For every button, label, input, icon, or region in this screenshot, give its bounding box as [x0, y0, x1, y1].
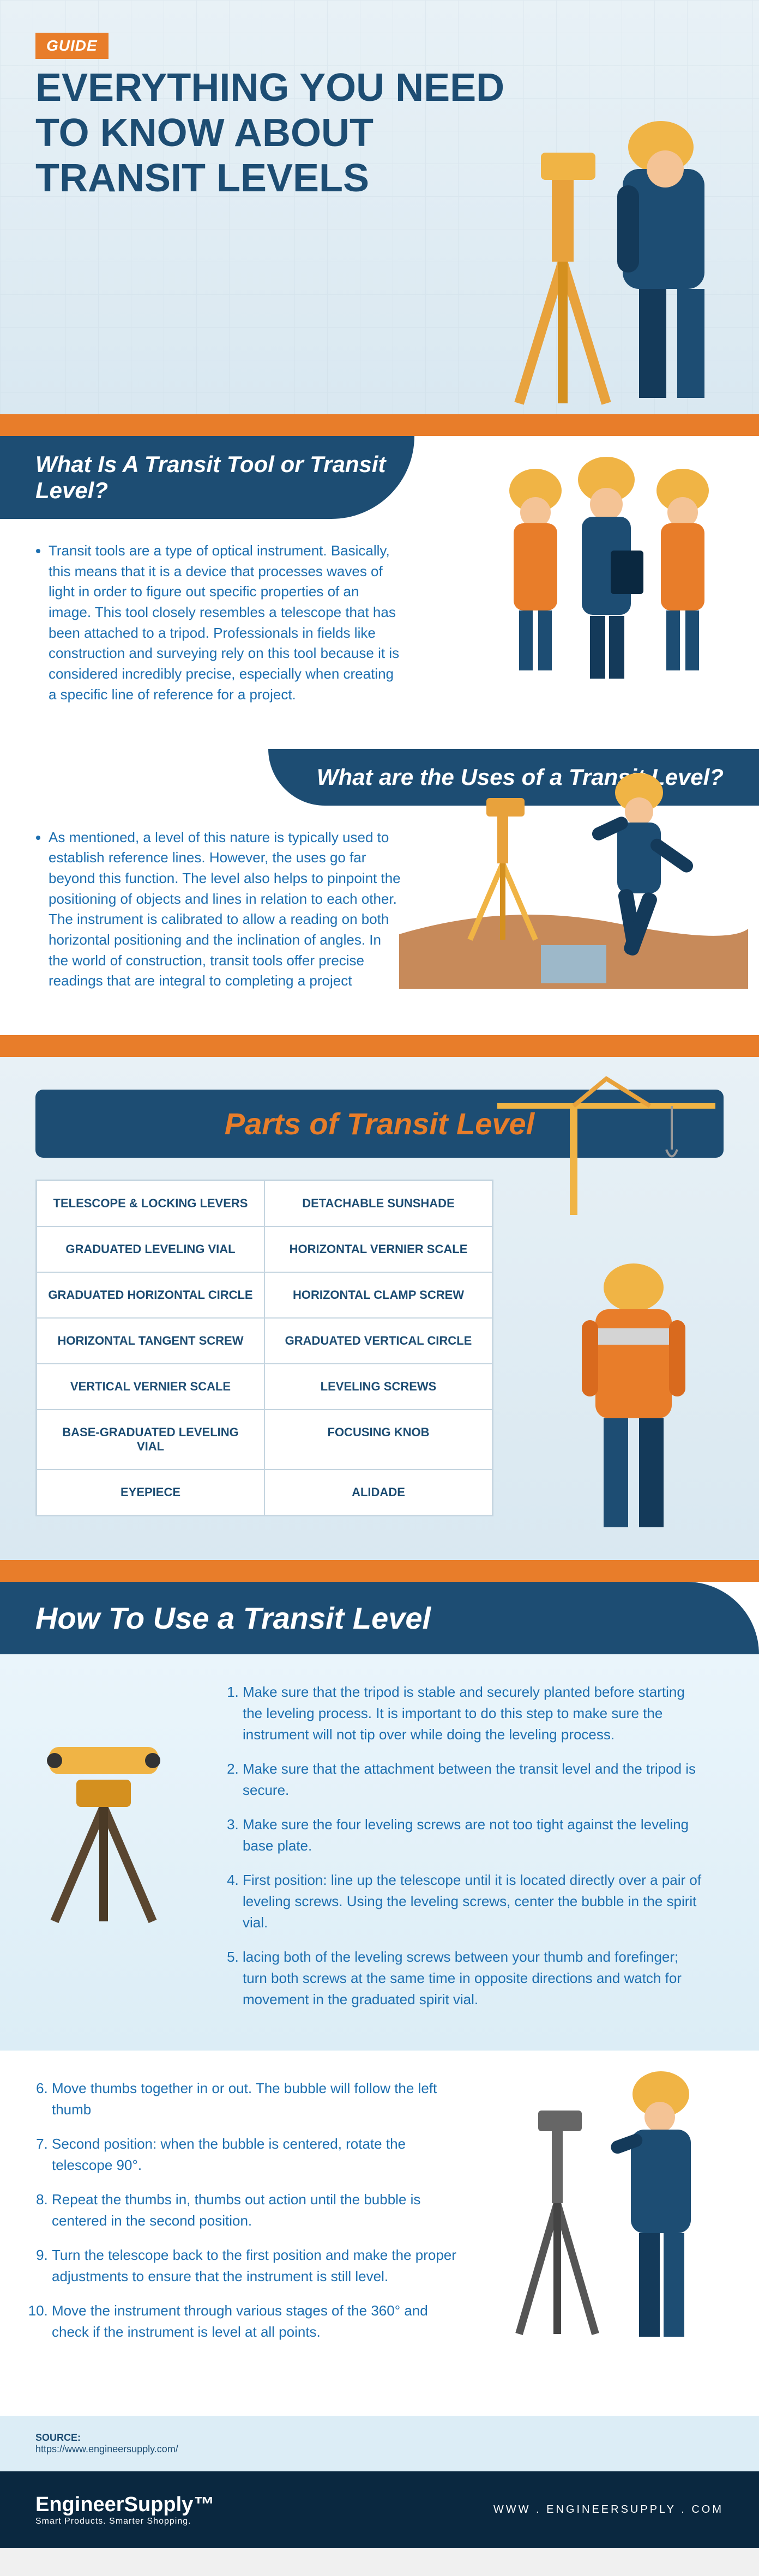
- survey-scene-illustration: [399, 760, 748, 989]
- part-cell: LEVELING SCREWS: [264, 1364, 492, 1410]
- step: Make sure that the attachment between th…: [243, 1758, 724, 1801]
- guide-badge: GUIDE: [35, 33, 109, 59]
- howto-body-2: Move thumbs together in or out. The bubb…: [0, 2051, 759, 2383]
- body-text: Transit tools are a type of optical inst…: [0, 519, 436, 727]
- step: Move thumbs together in or out. The bubb…: [52, 2078, 461, 2120]
- source-block: SOURCE: https://www.engineersupply.com/: [0, 2416, 759, 2471]
- footer-url: WWW . ENGINEERSUPPLY . COM: [493, 2504, 724, 2516]
- body-text: As mentioned, a level of this nature is …: [0, 806, 436, 1014]
- step: Make sure the four leveling screws are n…: [243, 1814, 724, 1857]
- step: Second position: when the bubble is cent…: [52, 2133, 461, 2176]
- section-heading: How To Use a Transit Level: [0, 1582, 759, 1654]
- part-cell: FOCUSING KNOB: [264, 1410, 492, 1470]
- brand-block: EngineerSupply™ Smart Products. Smarter …: [35, 2493, 214, 2526]
- step: Turn the telescope back to the first pos…: [52, 2245, 461, 2287]
- part-cell: DETACHABLE SUNSHADE: [264, 1181, 492, 1226]
- step: Make sure that the tripod is stable and …: [243, 1682, 724, 1745]
- part-cell: VERTICAL VERNIER SCALE: [37, 1364, 264, 1410]
- part-cell: GRADUATED VERTICAL CIRCLE: [264, 1318, 492, 1364]
- step: Move the instrument through various stag…: [52, 2300, 461, 2343]
- what-is-section: What Is A Transit Tool or Transit Level?…: [0, 436, 759, 749]
- transit-level-illustration: [22, 1720, 185, 1927]
- trademark: ™: [193, 2493, 214, 2516]
- part-cell: EYEPIECE: [37, 1470, 264, 1515]
- bullet: Transit tools are a type of optical inst…: [49, 541, 401, 705]
- howto-list-2: Move thumbs together in or out. The bubb…: [35, 2078, 461, 2343]
- source-label: SOURCE:: [35, 2432, 724, 2444]
- brand-logo: EngineerSupply™: [35, 2493, 214, 2517]
- part-cell: ALIDADE: [264, 1470, 492, 1515]
- hero-section: GUIDE EVERYTHING YOU NEED TO KNOW ABOUT …: [0, 0, 759, 414]
- worker-back-illustration: [530, 1255, 737, 1538]
- page-title: EVERYTHING YOU NEED TO KNOW ABOUT TRANSI…: [35, 65, 526, 201]
- divider-bar: [0, 1560, 759, 1582]
- uses-section: What are the Uses of a Transit Level? As…: [0, 749, 759, 1036]
- part-cell: GRADUATED HORIZONTAL CIRCLE: [37, 1272, 264, 1318]
- bullet: As mentioned, a level of this nature is …: [49, 827, 401, 992]
- divider-bar: [0, 1035, 759, 1057]
- surveyor-illustration: [454, 76, 737, 414]
- parts-table: TELESCOPE & LOCKING LEVERS DETACHABLE SU…: [35, 1180, 493, 1516]
- crane-illustration: [465, 1073, 726, 1215]
- step: lacing both of the leveling screws betwe…: [243, 1946, 724, 2010]
- step: Repeat the thumbs in, thumbs out action …: [52, 2189, 461, 2232]
- part-cell: HORIZONTAL VERNIER SCALE: [264, 1226, 492, 1272]
- part-cell: TELESCOPE & LOCKING LEVERS: [37, 1181, 264, 1226]
- divider-bar: [0, 414, 759, 436]
- parts-section: Parts of Transit Level TELESCOPE & LOCKI…: [0, 1057, 759, 1560]
- section-heading: What Is A Transit Tool or Transit Level?: [0, 436, 414, 519]
- step: First position: line up the telescope un…: [243, 1870, 724, 1933]
- brand-name: EngineerSupply: [35, 2493, 193, 2516]
- howto-section: How To Use a Transit Level Make sure tha…: [0, 1582, 759, 2416]
- part-cell: HORIZONTAL TANGENT SCREW: [37, 1318, 264, 1364]
- brand-tagline: Smart Products. Smarter Shopping.: [35, 2517, 214, 2526]
- part-cell: GRADUATED LEVELING VIAL: [37, 1226, 264, 1272]
- source-url: https://www.engineersupply.com/: [35, 2444, 724, 2455]
- surveyor-illustration-2: [486, 2061, 737, 2345]
- footer: EngineerSupply™ Smart Products. Smarter …: [0, 2471, 759, 2548]
- part-cell: HORIZONTAL CLAMP SCREW: [264, 1272, 492, 1318]
- part-cell: BASE-GRADUATED LEVELING VIAL: [37, 1410, 264, 1470]
- workers-illustration: [475, 452, 737, 681]
- howto-body-1: Make sure that the tripod is stable and …: [0, 1654, 759, 2051]
